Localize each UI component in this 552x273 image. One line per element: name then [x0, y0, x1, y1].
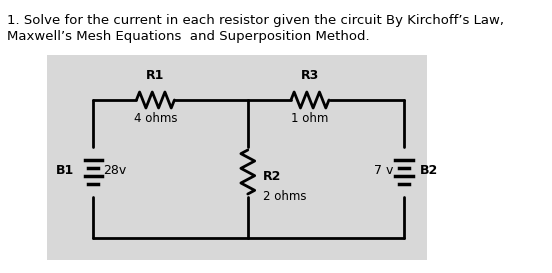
Text: B1: B1: [56, 164, 75, 177]
Text: 4 ohms: 4 ohms: [134, 112, 177, 125]
Text: R2: R2: [263, 171, 282, 183]
Text: 2 ohms: 2 ohms: [263, 190, 307, 203]
Text: B2: B2: [420, 164, 438, 177]
Text: 7 v: 7 v: [374, 164, 394, 177]
FancyBboxPatch shape: [47, 55, 427, 260]
Text: 28v: 28v: [104, 164, 127, 177]
Text: 1 ohm: 1 ohm: [291, 112, 328, 125]
Text: Maxwell’s Mesh Equations  and Superposition Method.: Maxwell’s Mesh Equations and Superpositi…: [7, 30, 369, 43]
Text: R3: R3: [301, 69, 319, 82]
Text: 1. Solve for the current in each resistor given the circuit By Kirchoff’s Law,: 1. Solve for the current in each resisto…: [7, 14, 504, 27]
Text: R1: R1: [146, 69, 164, 82]
